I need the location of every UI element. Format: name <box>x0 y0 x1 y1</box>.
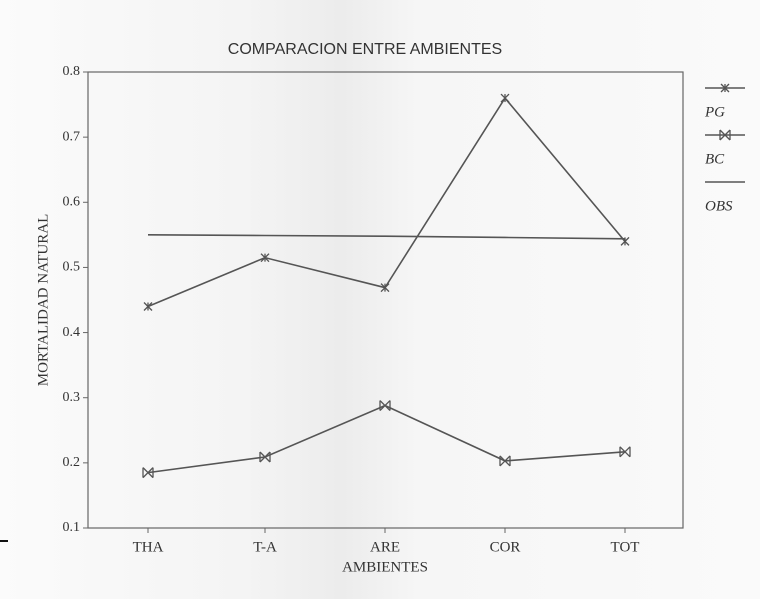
marker <box>260 253 270 263</box>
marker <box>720 83 730 93</box>
x-tick-label: ARE <box>370 539 400 555</box>
marker <box>259 451 271 463</box>
y-tick-label: 0.2 <box>63 455 81 470</box>
marker-stroke <box>142 467 154 479</box>
legend-label: OBS <box>705 198 733 214</box>
x-tick-label: COR <box>490 539 521 555</box>
marker <box>379 400 391 411</box>
y-tick-label: 0.4 <box>63 325 81 340</box>
y-tick-label: 0.5 <box>63 260 81 275</box>
y-tick-label: 0.8 <box>63 64 81 79</box>
y-tick-label: 0.3 <box>63 390 81 405</box>
legend-label: PG <box>704 104 725 120</box>
x-tick-label: THA <box>133 539 164 555</box>
y-tick-label: 0.6 <box>63 195 81 210</box>
marker-stroke <box>499 455 511 467</box>
marker <box>499 455 511 467</box>
marker <box>719 129 731 141</box>
marker-stroke <box>259 451 271 463</box>
marker <box>142 467 154 479</box>
marker-stroke <box>719 129 731 141</box>
marker-stroke <box>379 400 391 411</box>
marker <box>143 302 153 311</box>
x-tick-label: TOT <box>611 539 640 555</box>
marker-stroke <box>619 446 631 458</box>
y-axis-label: MORTALIDAD NATURAL <box>35 214 51 386</box>
marker <box>500 93 510 103</box>
chart-title: COMPARACION ENTRE AMBIENTES <box>228 41 502 58</box>
x-axis-label: AMBIENTES <box>342 559 428 575</box>
legend-label: BC <box>705 151 725 167</box>
y-tick-label: 0.7 <box>63 129 81 144</box>
y-tick-label: 0.1 <box>63 520 81 535</box>
marker <box>380 283 390 293</box>
x-tick-label: T-A <box>253 539 277 555</box>
series-line <box>147 234 626 240</box>
marker <box>619 446 631 458</box>
